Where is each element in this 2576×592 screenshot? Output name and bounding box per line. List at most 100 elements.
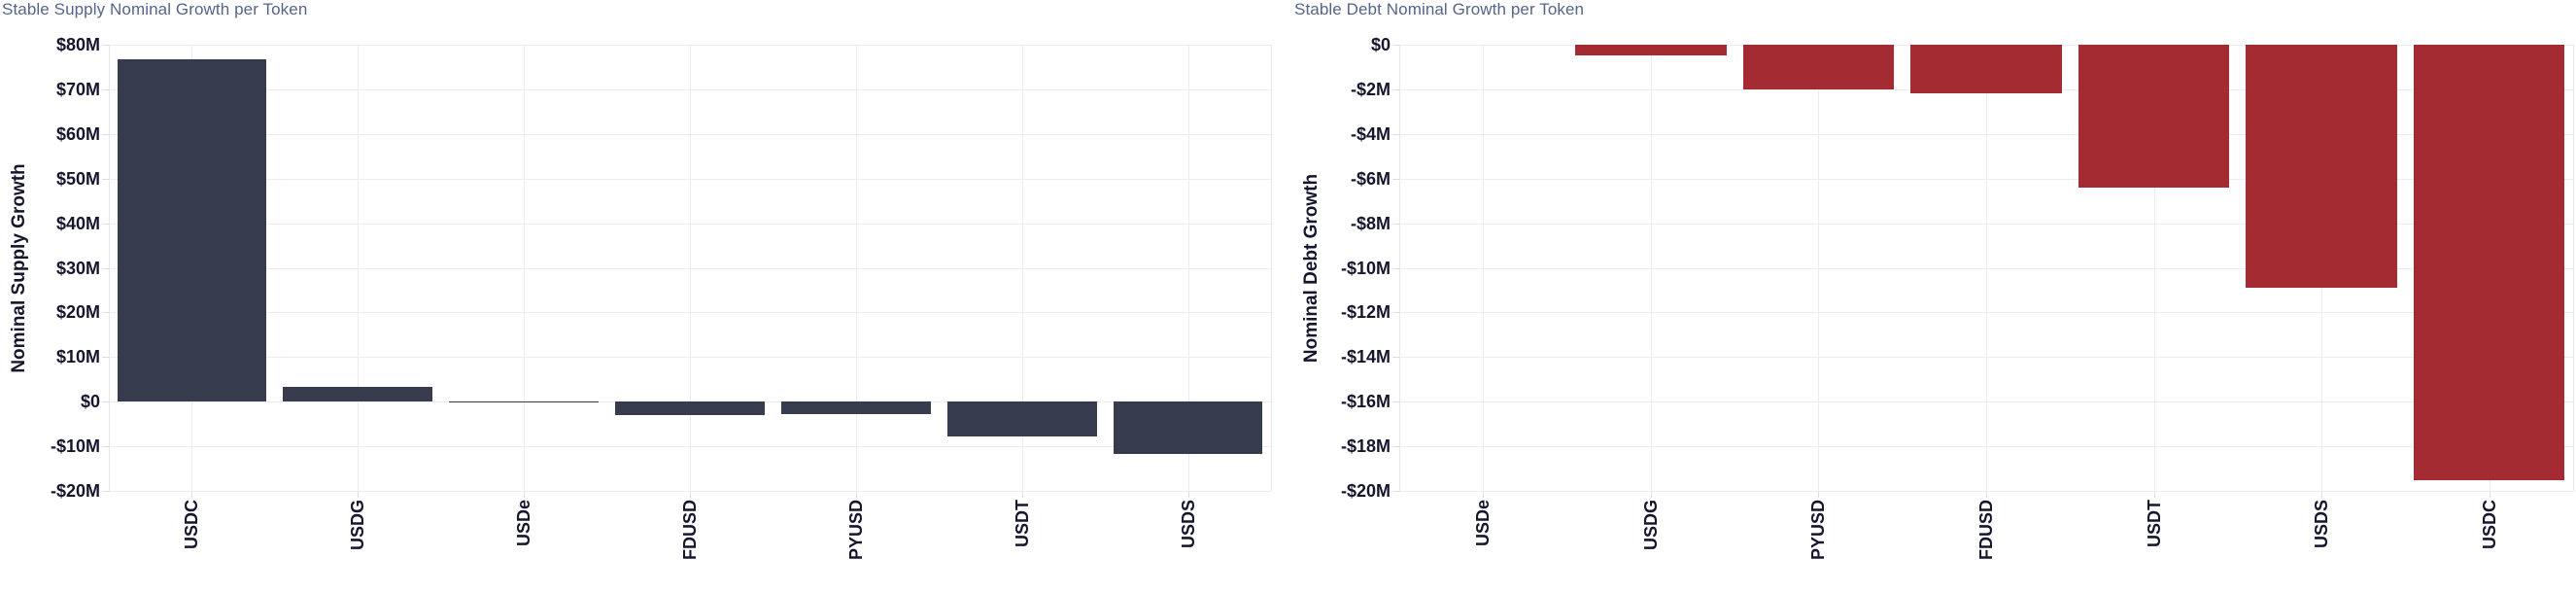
y-tick-label: -$10M <box>1340 258 1391 278</box>
bar-pyusd[interactable] <box>1742 45 1895 89</box>
plot-border <box>2573 45 2574 491</box>
y-tick-label: $0 <box>1370 35 1391 54</box>
x-tick-mark <box>1986 492 1987 498</box>
x-tick-mark <box>1483 492 1485 498</box>
y-tick-mark <box>1392 88 1399 90</box>
v-gridline <box>1986 45 1987 491</box>
y-tick-mark <box>1392 178 1399 180</box>
x-tick-label-usdc: USDC <box>182 500 202 550</box>
x-tick-label-pyusd: PYUSD <box>845 500 866 561</box>
y-tick-label: -$14M <box>1340 347 1391 367</box>
v-gridline <box>1650 45 1652 491</box>
x-tick-label-usdg: USDG <box>1640 500 1661 551</box>
y-tick-mark <box>102 45 109 46</box>
bar-usds[interactable] <box>2246 45 2397 289</box>
y-tick-label: -$16M <box>1340 392 1391 412</box>
x-tick-mark <box>524 492 526 498</box>
y-tick-mark <box>1392 312 1399 314</box>
x-tick-mark <box>2321 492 2323 498</box>
y-tick-mark <box>102 178 109 180</box>
x-tick-label-usdt: USDT <box>2144 500 2164 547</box>
plot-border <box>1271 45 1272 491</box>
debt-growth-chart: Stable Debt Nominal Growth per Token Nom… <box>1292 0 2576 592</box>
x-tick-label-usde: USDe <box>1473 500 1494 547</box>
supply-growth-chart: Stable Supply Nominal Growth per Token N… <box>2 0 1272 561</box>
y-tick-label: $20M <box>55 302 100 323</box>
x-tick-mark <box>1818 492 1820 498</box>
v-gridline <box>2153 45 2155 491</box>
y-tick-mark <box>102 357 109 359</box>
x-tick-label-usdg: USDG <box>348 500 368 551</box>
bar-fdusd[interactable] <box>1910 45 2062 94</box>
x-tick-label-pyusd: PYUSD <box>1808 500 1829 561</box>
bar-usdg[interactable] <box>1575 45 1727 56</box>
bar-usde[interactable] <box>449 400 600 402</box>
x-tick-label-fdusd: FDUSD <box>1976 500 1996 560</box>
x-tick-label-usdc: USDC <box>2479 500 2499 550</box>
v-gridline <box>855 45 857 491</box>
y-tick-label: -$6M <box>1350 168 1391 189</box>
v-gridline <box>1187 45 1189 491</box>
y-tick-label: $80M <box>55 35 100 54</box>
bar-fdusd[interactable] <box>615 401 765 416</box>
x-tick-label-usde: USDe <box>514 500 534 547</box>
y-tick-label: $40M <box>55 213 100 233</box>
y-tick-mark <box>102 88 109 90</box>
x-tick-mark <box>1187 492 1189 498</box>
supply-chart-title: Stable Supply Nominal Growth per Token <box>2 0 308 18</box>
y-tick-mark <box>102 491 109 492</box>
y-tick-label: $50M <box>55 168 100 189</box>
x-tick-mark <box>855 492 857 498</box>
y-tick-mark <box>1392 357 1399 359</box>
y-tick-label: $0 <box>80 392 100 412</box>
x-tick-label-usdt: USDT <box>1012 500 1032 547</box>
y-tick-mark <box>1392 223 1399 225</box>
y-tick-label: $10M <box>55 347 100 367</box>
y-tick-mark <box>102 267 109 269</box>
x-tick-mark <box>2153 492 2155 498</box>
v-gridline <box>524 45 526 491</box>
y-tick-mark <box>102 223 109 225</box>
y-tick-mark <box>1392 491 1399 492</box>
v-gridline <box>690 45 691 491</box>
x-tick-mark <box>1021 492 1023 498</box>
v-gridline <box>1021 45 1023 491</box>
x-tick-label-usds: USDS <box>1178 500 1198 549</box>
y-tick-mark <box>1392 446 1399 448</box>
x-tick-label-fdusd: FDUSD <box>680 500 700 560</box>
bar-usdg[interactable] <box>283 386 433 402</box>
bar-usdc[interactable] <box>117 59 267 402</box>
y-tick-label: -$18M <box>1340 436 1391 457</box>
bar-usds[interactable] <box>1113 401 1263 455</box>
x-tick-mark <box>358 492 360 498</box>
bar-usdt[interactable] <box>2078 45 2230 188</box>
plot-border <box>109 45 110 491</box>
plot-border <box>1399 45 1400 491</box>
y-tick-label: -$12M <box>1340 302 1391 323</box>
v-gridline <box>358 45 360 491</box>
y-tick-label: $70M <box>55 79 100 99</box>
debt-chart-title: Stable Debt Nominal Growth per Token <box>1294 0 1585 18</box>
bar-usdc[interactable] <box>2414 45 2565 480</box>
bar-usdt[interactable] <box>946 401 1097 436</box>
x-tick-mark <box>1650 492 1652 498</box>
y-tick-label: -$20M <box>1340 481 1391 501</box>
x-tick-mark <box>191 492 193 498</box>
h-gridline <box>109 491 1271 492</box>
bar-pyusd[interactable] <box>780 401 931 415</box>
x-tick-mark <box>690 492 691 498</box>
y-tick-mark <box>1392 401 1399 403</box>
y-tick-label: -$2M <box>1350 79 1391 99</box>
y-tick-mark <box>102 312 109 314</box>
y-tick-mark <box>102 401 109 403</box>
h-gridline <box>1399 491 2573 492</box>
y-tick-label: -$4M <box>1350 123 1391 144</box>
y-tick-mark <box>102 133 109 135</box>
v-gridline <box>1818 45 1820 491</box>
y-tick-label: $30M <box>55 258 100 278</box>
y-tick-mark <box>102 446 109 448</box>
y-tick-label: -$10M <box>50 436 100 457</box>
y-tick-mark <box>1392 45 1399 46</box>
y-tick-mark <box>1392 267 1399 269</box>
x-tick-label-usds: USDS <box>2312 500 2332 549</box>
